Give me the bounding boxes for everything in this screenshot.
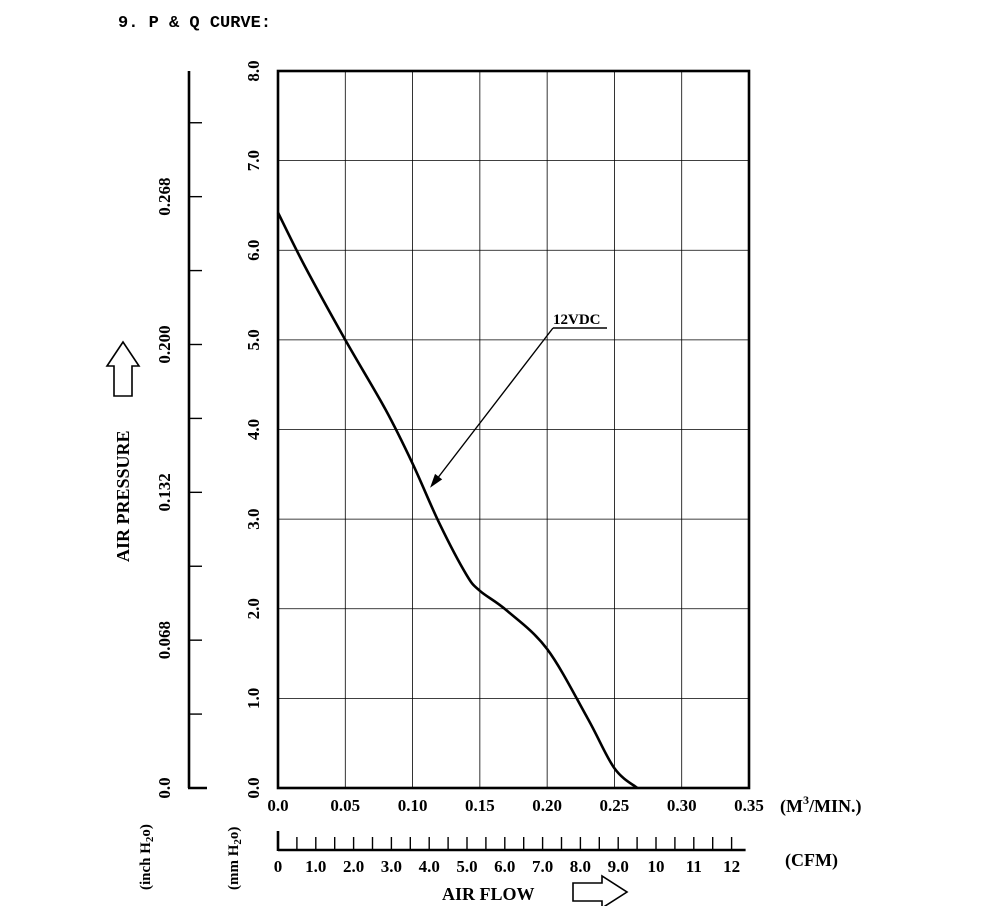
y-tick-label: 7.0 <box>244 150 263 171</box>
x-axis-unit-label: (M3/MIN.) <box>780 793 861 817</box>
x-tick-label: 0.0 <box>267 796 288 815</box>
inch-tick-label: 0.132 <box>155 473 174 511</box>
cfm-tick-label: 4.0 <box>419 857 440 876</box>
annotation-label: 12VDC <box>553 312 601 328</box>
inch-h2o-unit-label: (inch H2o) <box>138 824 156 890</box>
x-axis-label: AIR FLOW <box>442 884 535 904</box>
x-tick-label: 0.20 <box>532 796 562 815</box>
annotation-arrowhead <box>430 473 443 488</box>
x-tick-label: 0.10 <box>398 796 428 815</box>
cfm-tick-label: 10 <box>648 857 665 876</box>
x-tick-label: 0.35 <box>734 796 764 815</box>
y-tick-label: 5.0 <box>244 329 263 350</box>
inch-tick-label: 0.200 <box>155 325 174 363</box>
x-tick-label: 0.30 <box>667 796 697 815</box>
x-tick-label: 0.15 <box>465 796 495 815</box>
annotation-leader <box>433 327 554 484</box>
cfm-tick-label: 0 <box>274 857 283 876</box>
cfm-tick-label: 2.0 <box>343 857 364 876</box>
plot-border <box>276 69 751 790</box>
plot-grid <box>278 71 749 788</box>
y-axis-label: AIR PRESSURE <box>113 430 133 562</box>
cfm-tick-label: 11 <box>686 857 702 876</box>
y-tick-label: 8.0 <box>244 60 263 81</box>
inch-tick-label: 0.268 <box>155 178 174 216</box>
y-tick-label: 3.0 <box>244 509 263 530</box>
right-arrow-icon <box>572 874 629 906</box>
series-layer: 12VDC <box>276 212 639 790</box>
cfm-unit-label: (CFM) <box>785 850 838 871</box>
mm-h2o-unit-label: (mm H2o) <box>226 827 244 890</box>
up-arrow-icon <box>105 340 141 397</box>
inch-h2o-axis: 0.0 0.068 0.132 0.200 0.268 <box>155 71 207 799</box>
cfm-tick-label: 6.0 <box>494 857 515 876</box>
x-tick-label: 0.25 <box>600 796 630 815</box>
cfm-tick-label: 3.0 <box>381 857 402 876</box>
series-line-12vdc <box>276 212 639 790</box>
inch-tick-label: 0.068 <box>155 621 174 659</box>
x-tick-label: 0.05 <box>330 796 360 815</box>
inch-tick-label: 0.0 <box>155 777 174 798</box>
cfm-tick-label: 1.0 <box>305 857 326 876</box>
y-tick-label: 2.0 <box>244 598 263 619</box>
cfm-tick-label: 12 <box>723 857 740 876</box>
cfm-tick-label: 5.0 <box>456 857 477 876</box>
cfm-tick-label: 7.0 <box>532 857 553 876</box>
x-axis-ticks: 0.0 0.05 0.10 0.15 0.20 0.25 0.30 0.35 <box>267 796 764 815</box>
cfm-tick-label: 8.0 <box>570 857 591 876</box>
y-tick-label: 6.0 <box>244 240 263 261</box>
cfm-axis: 0 1.0 2.0 3.0 4.0 5.0 6.0 7.0 8.0 9.0 10 11 12 <box>274 831 746 876</box>
y-tick-label: 4.0 <box>244 419 263 440</box>
chart-title: 9. P & Q CURVE: <box>118 14 271 33</box>
cfm-tick-label: 9.0 <box>608 857 629 876</box>
y-tick-label: 1.0 <box>244 688 263 709</box>
y-axis-ticks: 0.0 1.0 2.0 3.0 4.0 5.0 6.0 7.0 8.0 <box>244 60 263 798</box>
plot-frame <box>276 69 751 790</box>
y-tick-label: 0.0 <box>244 777 263 798</box>
